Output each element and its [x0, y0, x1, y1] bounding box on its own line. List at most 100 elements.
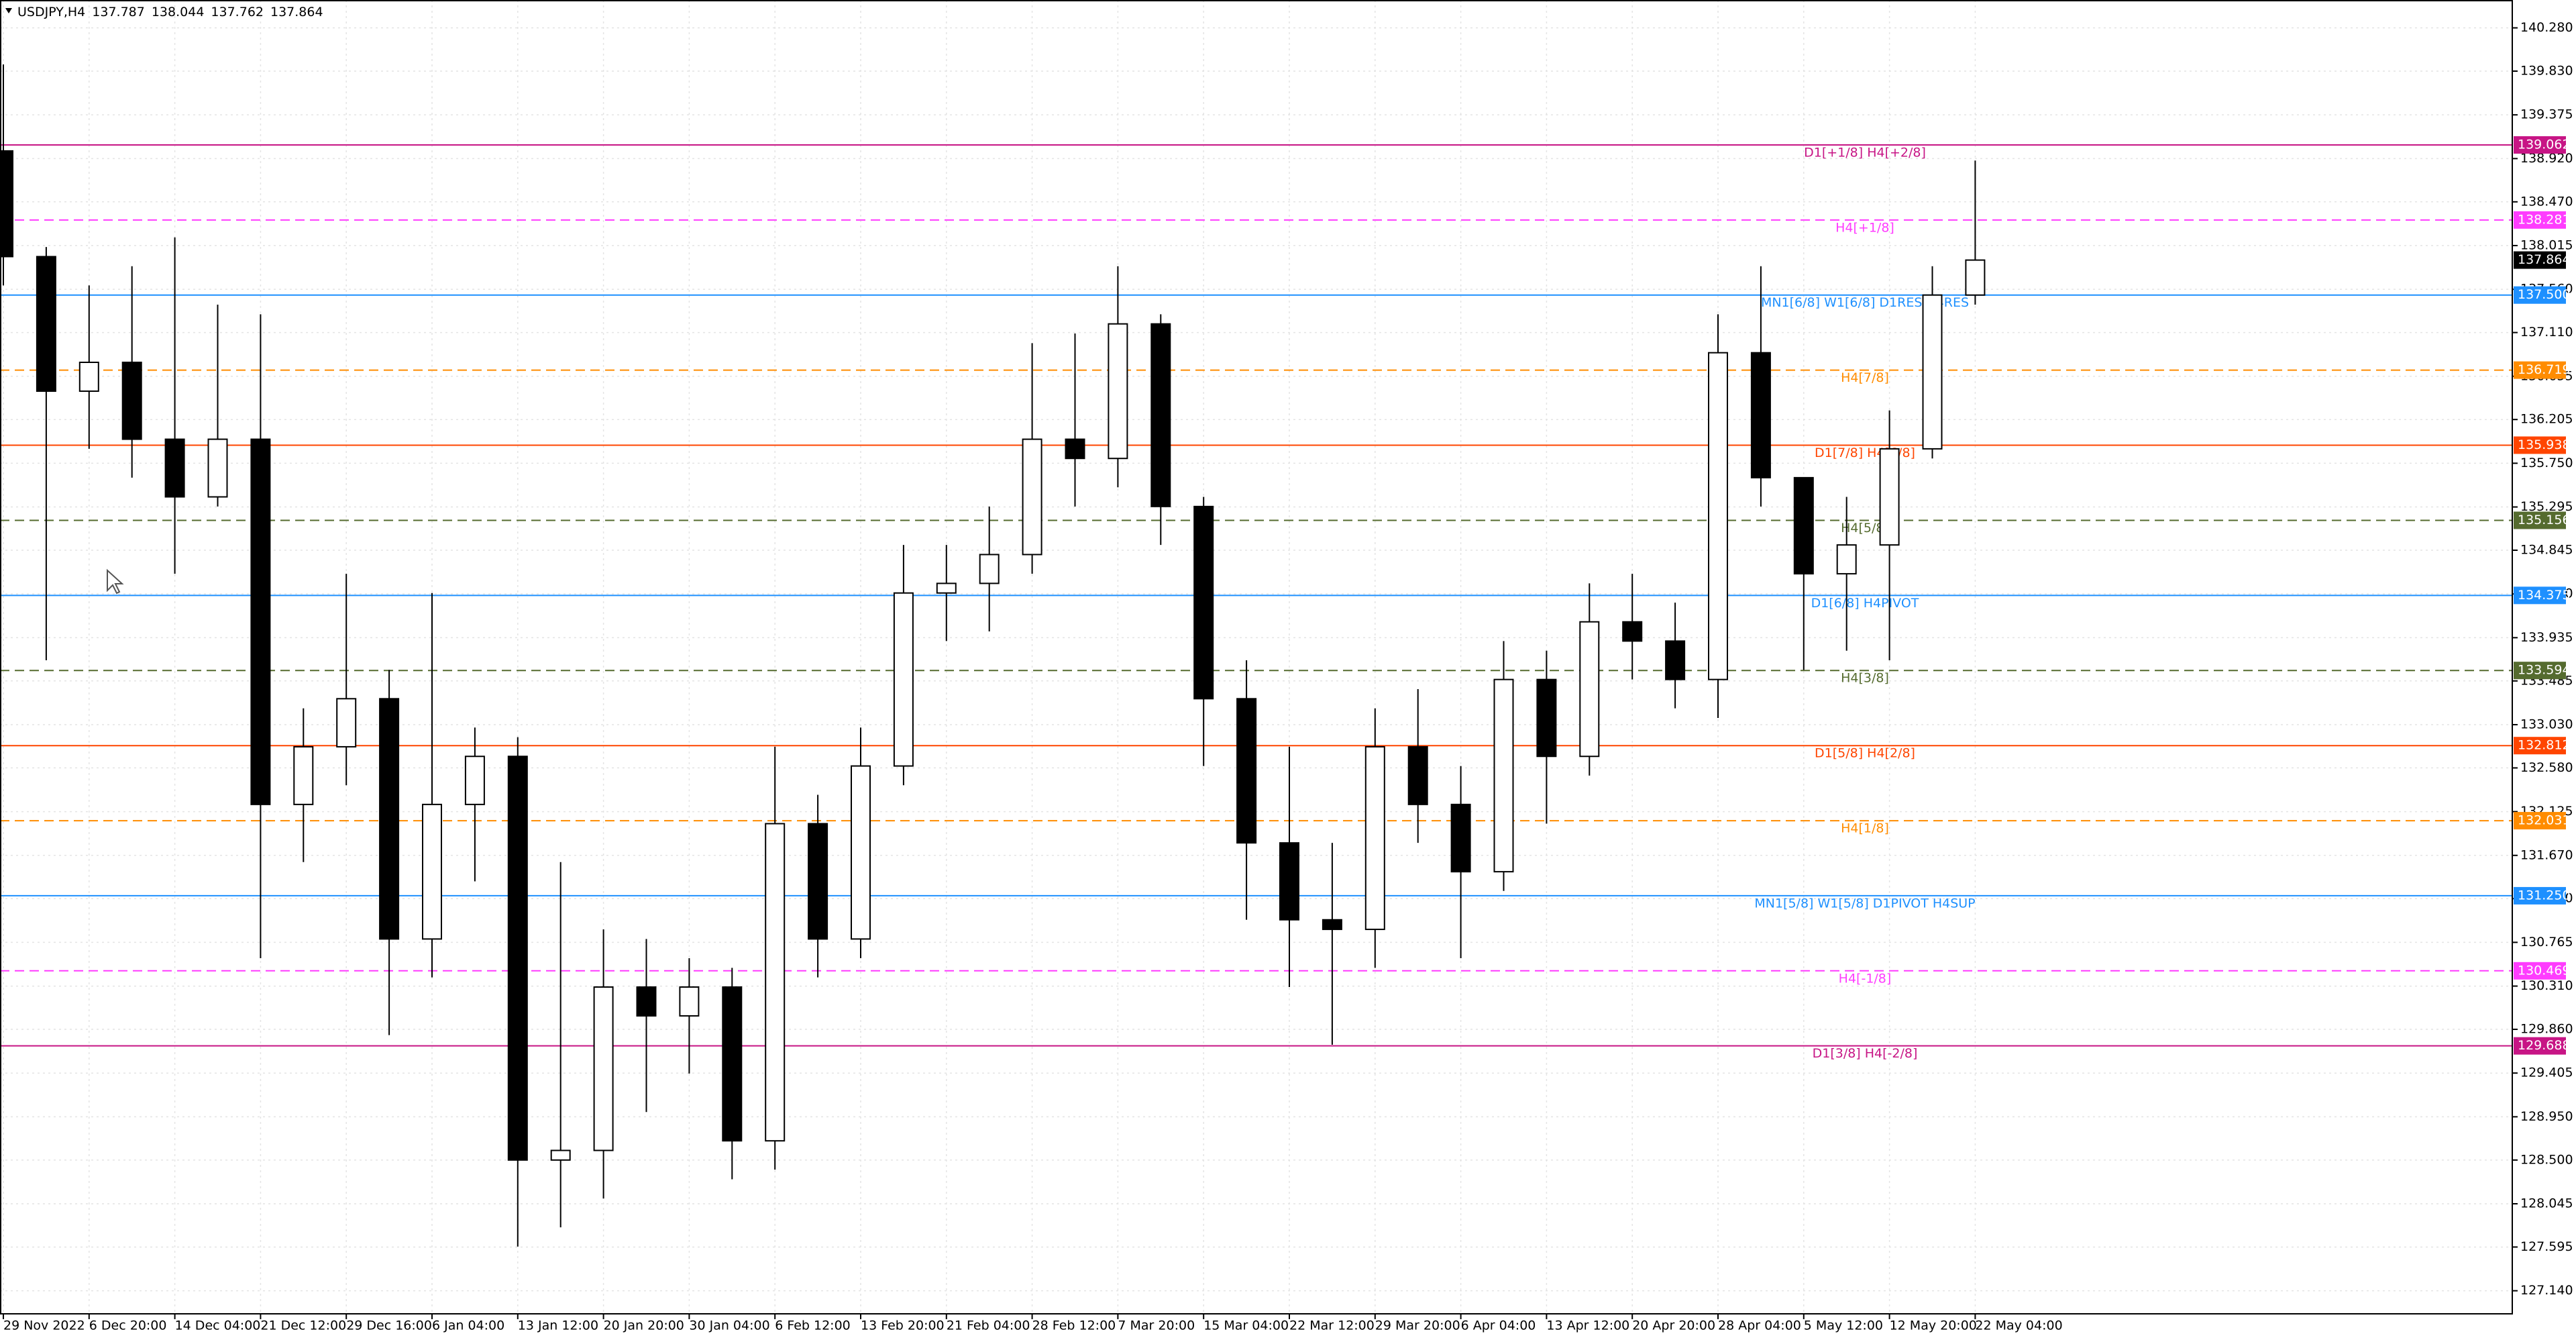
candle-body — [936, 582, 957, 594]
level-price-label: 130.469 — [2518, 963, 2571, 978]
candle-body — [78, 361, 99, 392]
level-price-label: 135.938 — [2518, 437, 2571, 452]
x-tick-label: 13 Feb 20:00 — [861, 1319, 945, 1333]
candle-body — [1407, 745, 1428, 805]
level-price-label: 129.688 — [2518, 1038, 2571, 1053]
y-tick-label: 139.830 — [2520, 63, 2573, 78]
candle-body — [1236, 698, 1257, 844]
y-tick-label: 127.140 — [2520, 1283, 2573, 1298]
candle-body — [250, 438, 271, 805]
level-price-label: 131.250 — [2518, 888, 2571, 902]
candle-body — [1364, 745, 1385, 931]
level-price-label: 134.375 — [2518, 588, 2571, 603]
y-tick-label: 128.045 — [2520, 1196, 2573, 1210]
y-tick-label: 129.405 — [2520, 1066, 2573, 1080]
candle-body — [379, 698, 400, 940]
candle-body — [1922, 294, 1943, 450]
x-tick-label: 29 Mar 20:00 — [1375, 1319, 1460, 1333]
candle-body — [1108, 323, 1128, 460]
current-price-label: 137.864 — [2518, 252, 2571, 267]
cursor — [107, 568, 124, 595]
level-price-label: 135.156 — [2518, 513, 2571, 527]
current-price-box — [2514, 251, 2566, 269]
y-tick-label: 130.310 — [2520, 978, 2573, 993]
candle-body — [121, 361, 142, 440]
candle-body — [1750, 352, 1771, 478]
level-label: H4[+1/8] — [1835, 220, 1894, 235]
level-label: MN1[6/8] W1[6/8] D1RES H4RES — [1761, 295, 1969, 310]
level-price-box — [2514, 136, 2566, 154]
y-tick-label: 136.205 — [2520, 412, 2573, 427]
y-tick-label: 138.015 — [2520, 238, 2573, 252]
candle-body — [36, 256, 56, 392]
x-tick-label: 22 May 04:00 — [1975, 1319, 2062, 1333]
level-price-box — [2514, 737, 2566, 755]
level-price-box — [2514, 511, 2566, 529]
x-tick-label: 13 Jan 12:00 — [518, 1319, 598, 1333]
candle-body — [1022, 438, 1042, 556]
x-tick-label: 6 Dec 20:00 — [89, 1319, 167, 1333]
level-label: H4[-1/8] — [1839, 971, 1892, 986]
x-tick-label: 20 Jan 20:00 — [604, 1319, 684, 1333]
level-price-box — [2514, 361, 2566, 379]
candle-body — [507, 756, 528, 1161]
candle-body — [893, 592, 914, 767]
level-price-box — [2514, 812, 2566, 830]
candle-body — [593, 986, 614, 1151]
candle-body — [1450, 803, 1471, 873]
y-tick-label: 135.295 — [2520, 499, 2573, 514]
header-part: 137.762 — [211, 5, 264, 19]
candle-body — [1536, 678, 1557, 758]
y-tick-label: 130.765 — [2520, 935, 2573, 949]
x-tick-label: 14 Dec 04:00 — [175, 1319, 261, 1333]
level-price-label: 132.812 — [2518, 738, 2571, 753]
level-price-box — [2514, 886, 2566, 905]
y-tick-label: 137.110 — [2520, 325, 2573, 340]
x-tick-label: 13 Apr 12:00 — [1546, 1319, 1629, 1333]
candle-body — [1150, 323, 1171, 507]
y-tick-label: 134.845 — [2520, 543, 2573, 558]
level-label: H4[5/8] — [1841, 521, 1889, 535]
x-tick-label: 6 Feb 12:00 — [775, 1319, 851, 1333]
x-tick-label: 6 Jan 04:00 — [432, 1319, 504, 1333]
x-tick-label: 22 Mar 12:00 — [1289, 1319, 1375, 1333]
level-price-box — [2514, 586, 2566, 605]
x-tick-label: 28 Apr 04:00 — [1718, 1319, 1801, 1333]
level-label: MN1[5/8] W1[5/8] D1PIVOT H4SUP — [1754, 896, 1975, 911]
symbol-menu-icon[interactable] — [5, 8, 12, 13]
level-price-label: 138.281 — [2518, 212, 2571, 227]
header-part: USDJPY,H4 — [17, 5, 85, 19]
x-tick-label: 21 Feb 04:00 — [947, 1319, 1030, 1333]
y-tick-label: 131.670 — [2520, 847, 2573, 862]
y-tick-label: 128.950 — [2520, 1109, 2573, 1124]
level-price-label: 133.594 — [2518, 663, 2571, 678]
candle-body — [422, 803, 442, 940]
level-price-label: 139.062 — [2518, 137, 2571, 152]
level-price-label: 132.031 — [2518, 813, 2571, 828]
candle-body — [1879, 448, 1900, 546]
grid — [0, 0, 2512, 1314]
candle-body — [851, 765, 871, 940]
x-tick-label: 12 May 20:00 — [1890, 1319, 1977, 1333]
level-label: D1[+1/8] H4[+2/8] — [1804, 145, 1926, 160]
x-tick-label: 20 Apr 20:00 — [1632, 1319, 1715, 1333]
level-label: D1[7/8] H4[6/8] — [1815, 446, 1915, 460]
candle-body — [722, 986, 743, 1142]
level-label: H4[7/8] — [1841, 370, 1889, 385]
candles — [0, 64, 1986, 1247]
candle-body — [1665, 640, 1686, 680]
candle-body — [679, 986, 700, 1017]
candle-body — [0, 150, 13, 258]
x-tick-label: 5 May 12:00 — [1804, 1319, 1883, 1333]
candle-body — [1793, 476, 1814, 575]
header-part: 137.787 — [92, 5, 145, 19]
candle-body — [1065, 438, 1085, 460]
header: USDJPY,H4 137.787 138.044 137.762 137.864 — [17, 5, 323, 19]
candle-body — [1322, 919, 1342, 931]
x-tick-label: 29 Nov 2022 — [3, 1319, 85, 1333]
candle-body — [207, 438, 228, 498]
x-tick-label: 28 Feb 12:00 — [1032, 1319, 1116, 1333]
level-label: D1[3/8] H4[-2/8] — [1813, 1046, 1918, 1061]
y-tick-label: 133.030 — [2520, 717, 2573, 731]
